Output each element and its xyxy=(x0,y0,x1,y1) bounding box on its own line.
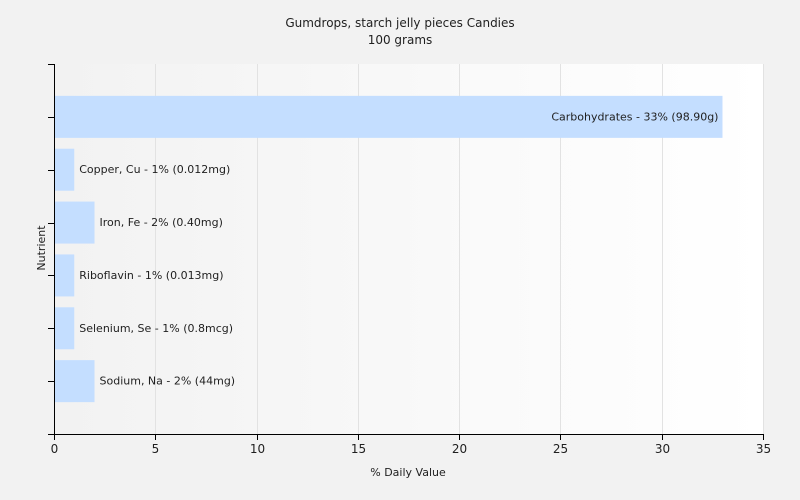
bar xyxy=(55,148,75,191)
chart-subtitle: 100 grams xyxy=(368,33,433,47)
bar xyxy=(55,307,75,350)
y-axis-label: Nutrient xyxy=(35,225,48,271)
bar-data-label: Riboflavin - 1% (0.013mg) xyxy=(79,269,223,282)
chart-title: Gumdrops, starch jelly pieces Candies xyxy=(285,16,514,30)
x-tick-label: 10 xyxy=(250,442,265,456)
bar-data-label: Copper, Cu - 1% (0.012mg) xyxy=(79,163,230,176)
axes xyxy=(54,64,764,435)
bar xyxy=(55,360,95,403)
x-tick-label: 15 xyxy=(351,442,366,456)
x-axis-label: % Daily Value xyxy=(370,466,446,479)
x-tick-label: 0 xyxy=(51,442,59,456)
x-tick-label: 5 xyxy=(152,442,160,456)
x-tick-label: 25 xyxy=(553,442,568,456)
bar-data-label: Carbohydrates - 33% (98.90g) xyxy=(551,110,718,123)
bar xyxy=(55,95,723,138)
bars xyxy=(55,95,723,403)
x-tick-label: 30 xyxy=(655,442,670,456)
bar-data-label: Sodium, Na - 2% (44mg) xyxy=(100,375,236,388)
bar xyxy=(55,201,95,244)
bar-data-label: Selenium, Se - 1% (0.8mcg) xyxy=(79,322,233,335)
ticks: 0 5 10 15 20 25 30 35 xyxy=(48,64,771,456)
x-tick-label: 35 xyxy=(756,442,771,456)
bar-data-label: Iron, Fe - 2% (0.40mg) xyxy=(100,216,223,229)
bar xyxy=(55,254,75,297)
x-tick-label: 20 xyxy=(452,442,467,456)
bar-labels: Carbohydrates - 33% (98.90g) Copper, Cu -… xyxy=(79,110,718,387)
